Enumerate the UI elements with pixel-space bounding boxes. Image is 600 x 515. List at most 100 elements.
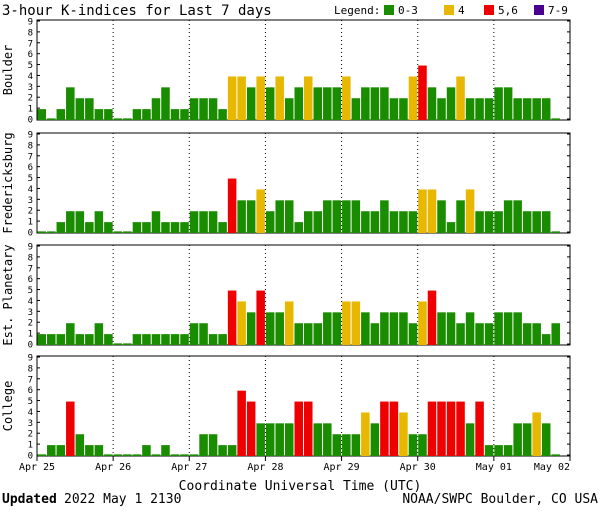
k-index-bar [332,312,342,345]
y-tick-label: 1 [28,218,33,228]
k-index-bar [180,222,189,233]
k-index-bar [437,401,446,456]
k-index-bar [437,312,446,345]
k-index-bar [351,301,361,345]
x-tick-label: Apr 25 [19,462,55,473]
k-index-bar [256,189,265,233]
y-tick-label: 4 [28,72,33,82]
x-tick-label: May 02 [534,462,570,473]
k-index-bar [284,98,294,120]
k-index-bar [151,334,161,345]
k-index-bar [323,87,332,120]
k-index-bar [370,87,380,120]
k-index-bar [532,211,541,233]
y-tick-label: 6 [28,163,33,173]
k-index-bar [370,211,380,233]
k-index-bar [151,211,161,233]
k-index-bar [123,118,132,120]
k-index-bar [104,454,113,456]
k-index-bar [380,401,389,456]
k-index-bar [503,445,513,456]
k-index-bar [418,189,427,233]
k-index-bar [408,76,418,120]
y-tick-label: 5 [28,61,33,71]
y-tick-label: 4 [28,185,33,195]
k-index-bar [503,312,513,345]
k-index-bar [389,401,399,456]
k-index-bar [456,401,465,456]
x-tick-label: Apr 26 [95,462,131,473]
k-index-bar [351,98,361,120]
k-index-bar [56,109,66,120]
updated-label: Updated [2,492,57,507]
legend: 0-3 4 5,6 7-9 [384,4,568,17]
legend-label: Legend: [334,4,380,17]
y-tick-label: 9 [28,243,33,253]
k-index-bar [151,98,161,120]
k-index-bar [37,109,47,120]
y-tick-label: 7 [28,39,33,49]
k-index-bar [199,98,208,120]
k-index-bar [532,412,541,456]
k-index-bar [47,231,56,233]
k-index-bar [541,423,551,456]
k-index-bar [227,445,237,456]
k-index-bar [513,200,522,233]
k-index-bar [218,109,227,120]
k-index-bar [47,118,56,120]
k-index-bar [246,401,256,456]
k-index-bar [484,445,494,456]
k-index-bar [208,211,218,233]
k-index-bar [332,200,342,233]
k-index-bar [75,434,85,456]
k-index-bar [66,211,75,233]
k-index-bar [446,222,456,233]
y-tick-label: 8 [28,253,33,263]
k-index-bar [56,222,66,233]
y-tick-label: 8 [28,364,33,374]
k-index-bar [246,87,256,120]
k-index-bar [465,98,475,120]
k-index-bar [256,423,265,456]
panel-frame [36,244,571,346]
k-index-bar [189,211,199,233]
k-index-bar [427,401,437,456]
y-tick-label: 1 [28,105,33,115]
k-index-bar [37,231,47,233]
k-index-bar [399,312,408,345]
k-index-bar [446,312,456,345]
k-index-bar [456,200,465,233]
k-index-bar [218,445,227,456]
k-index-bar [294,222,303,233]
legend-entry-label-3: 7-9 [548,4,568,17]
y-tick-label: 4 [28,408,33,418]
k-index-bar [418,65,427,120]
k-index-bar [47,445,56,456]
k-index-bar [56,334,66,345]
k-index-bar [551,323,560,345]
k-index-bar [503,200,513,233]
y-tick-label: 2 [28,319,33,329]
y-tick-label: 2 [28,430,33,440]
k-index-bar [294,87,303,120]
k-index-bar [132,109,142,120]
legend-swatch-1 [444,5,454,15]
k-index-bar [380,312,389,345]
k-index-bar [47,334,56,345]
k-index-bar [170,222,180,233]
k-index-bar [75,98,85,120]
k-index-bar [465,312,475,345]
x-tick-label: Apr 29 [324,462,360,473]
k-index-bar [294,401,303,456]
k-index-bar [313,87,323,120]
k-index-bar [313,423,323,456]
k-index-bar [142,109,151,120]
series-name: College [1,381,15,432]
k-index-bar [494,445,503,456]
k-index-bar [199,434,208,456]
y-tick-label: 3 [28,419,33,429]
y-tick-label: 9 [28,354,33,364]
